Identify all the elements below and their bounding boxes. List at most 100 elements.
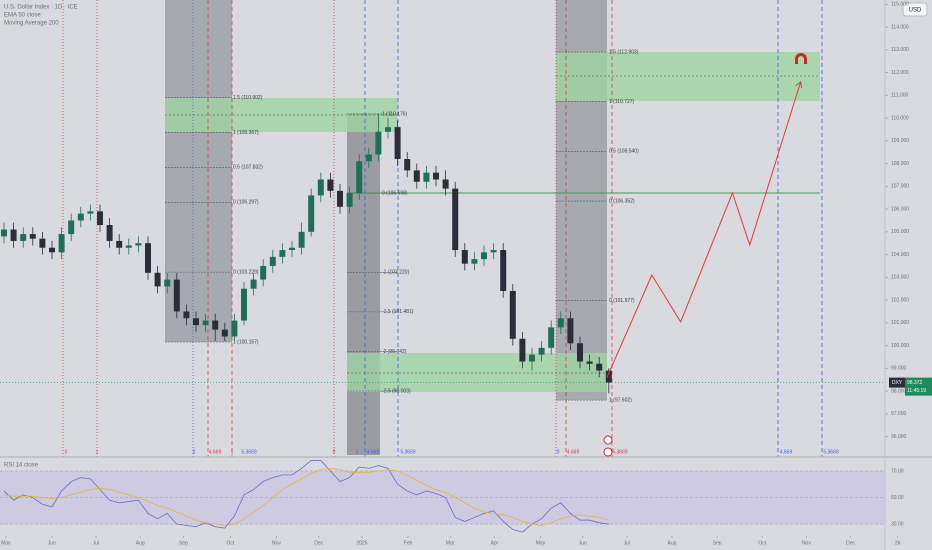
y-tick-label: 109.000 [891, 138, 909, 144]
candle-body [346, 193, 353, 207]
event-icon[interactable] [603, 435, 613, 445]
candle-body [260, 265, 267, 280]
cycle-label: 1 [96, 449, 99, 455]
candle-body [145, 243, 151, 273]
candle-body [20, 234, 27, 241]
rsi-line [3, 467, 609, 526]
candle-body [97, 211, 103, 225]
candle-body [116, 240, 123, 248]
candle-body [385, 127, 391, 132]
candle-body [481, 252, 487, 260]
candle-body [538, 347, 545, 355]
candle-body [605, 370, 612, 383]
fib-label: 1 (110.176) [382, 111, 408, 117]
y-tick-label: 113.000 [891, 47, 909, 53]
candle-body [375, 131, 382, 155]
cycle-lines [62, 0, 823, 457]
fib-label: 1.5 (110.902) [233, 95, 263, 101]
cycle-label: 4.669 [780, 449, 793, 455]
candle-body [269, 256, 276, 266]
candle-body [68, 220, 75, 235]
cycle-label: 5.3669 [823, 449, 839, 455]
candle-body [423, 172, 430, 182]
arrow-head [795, 80, 803, 88]
fib-label: 0 (106.698) [382, 191, 408, 197]
candle-body [39, 238, 46, 248]
candle-body [221, 329, 228, 337]
price-tag [905, 377, 932, 396]
x-tick-label: Feb [404, 540, 413, 546]
y-tick-label: 102.000 [891, 297, 909, 303]
x-tick-label: Jul [624, 540, 630, 546]
fib-label: -1.5 (101.481) [382, 309, 414, 315]
target-zone [556, 52, 820, 101]
candle-body [298, 231, 305, 248]
candle-body [125, 245, 132, 248]
candle-body [433, 172, 439, 180]
flag-icon[interactable] [603, 447, 613, 457]
cycle-label: 4.669 [209, 449, 222, 455]
time-zone-box [347, 113, 380, 455]
fib-label: 0 (106.297) [233, 200, 259, 206]
y-tick-label: 99.000 [891, 366, 907, 372]
last-price-label: 98.372 [907, 380, 923, 386]
candle-body [279, 250, 286, 257]
x-tick-label: 2025 [356, 540, 367, 546]
candle-body [327, 179, 334, 191]
candle-body [365, 154, 372, 162]
fib-label: -2.5 (98.003) [382, 388, 411, 394]
currency-button[interactable] [902, 2, 928, 17]
candle-body [577, 343, 583, 362]
projection-path [606, 81, 802, 379]
header-line: U.S. Dollar Index · 1D · ICE [4, 5, 78, 11]
y-tick-label: 107.000 [891, 184, 909, 190]
rsi-tick-label: 30.00 [891, 521, 904, 527]
cycle-label: 5.3669 [612, 449, 628, 455]
candle-body [183, 311, 190, 319]
x-tick-label: Jun [48, 540, 56, 546]
candle-body [87, 211, 94, 214]
cycle-label: 4.669 [367, 449, 380, 455]
candle-body [289, 247, 295, 251]
y-tick-label: 114.000 [891, 24, 909, 30]
fib-label: 0.5 (108.540) [609, 149, 639, 155]
candle-body [490, 250, 497, 253]
x-tick-label: 26 [895, 540, 901, 546]
fib-label: 0.5 (107.832) [233, 165, 263, 171]
candle-body [212, 320, 219, 330]
candle-body [308, 195, 315, 232]
candle-body [509, 290, 516, 339]
x-tick-label: Apr [491, 540, 499, 546]
fib-label: 0 (103.229) [233, 269, 259, 275]
target-zone [347, 353, 607, 392]
candle-body [567, 318, 574, 344]
candle-body [10, 229, 17, 241]
fib-label: 1 (109.367) [233, 130, 259, 136]
candle-body [519, 338, 526, 362]
fib-label: 0 (101.977) [609, 298, 635, 304]
rsi-title: RSI 14 close [4, 463, 39, 469]
x-tick-label: Jul [93, 540, 99, 546]
x-tick-label: Oct [227, 540, 235, 546]
candle-body [413, 170, 420, 182]
candle-body [404, 159, 411, 171]
fib-label: 1.5 (112.903) [609, 49, 639, 55]
cycle-label: 1 [356, 449, 359, 455]
candle-body [49, 247, 55, 253]
x-tick-label: Dec [846, 540, 855, 546]
candle-body [193, 318, 199, 326]
header-line: EMA 50 close [4, 13, 41, 19]
x-tick-label: Mar [446, 540, 455, 546]
y-tick-label: 115.000 [891, 2, 909, 8]
cycle-label: 4.669 [567, 449, 580, 455]
fib-label: -1 (103.220) [382, 270, 410, 276]
currency-label[interactable]: USD [909, 8, 922, 14]
y-tick-label: 96.000 [891, 434, 907, 440]
candle-body [586, 361, 593, 364]
x-tick-label: Aug [668, 540, 677, 546]
symbol-label: DXY [892, 380, 903, 386]
x-tick-label: Sep [713, 540, 722, 546]
cycle-label: 5.3669 [400, 449, 416, 455]
cycle-label: 5.3669 [241, 449, 257, 455]
